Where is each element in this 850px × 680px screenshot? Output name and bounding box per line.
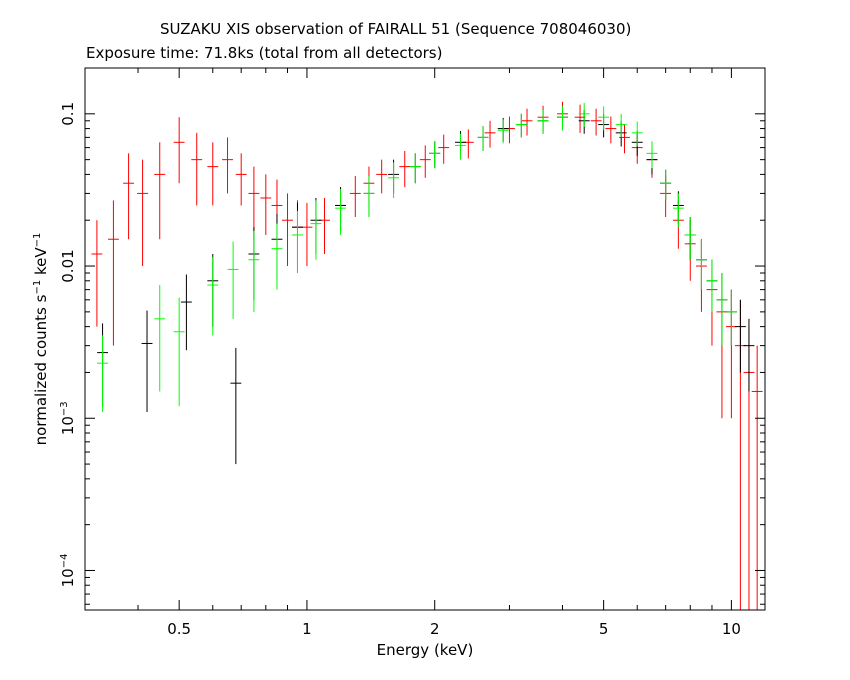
data-point — [455, 133, 466, 160]
series-2 — [97, 102, 737, 412]
data-point — [363, 176, 375, 217]
y-axis: 10−4 10−3 0.01 0.1 — [59, 67, 765, 605]
data-point — [154, 142, 166, 240]
data-point — [429, 141, 441, 169]
y-axis-label-exp1: −1 — [32, 280, 43, 295]
data-point — [97, 335, 109, 412]
data-point — [751, 345, 763, 610]
x-tick-label: 5 — [599, 620, 609, 638]
data-point — [660, 169, 672, 201]
y-tick-label: 10−3 — [59, 401, 77, 435]
data-point — [349, 176, 361, 217]
data-point — [477, 126, 489, 151]
data-point — [207, 256, 219, 336]
data-point — [235, 153, 247, 206]
data-point — [301, 202, 313, 267]
data-point — [419, 145, 431, 178]
data-point — [590, 108, 602, 136]
y-tick-label: 10−4 — [59, 554, 77, 588]
data-point — [646, 141, 658, 169]
data-point — [173, 117, 185, 184]
chart-title: SUZAKU XIS observation of FAIRALL 51 (Se… — [160, 20, 632, 38]
data-point — [282, 193, 293, 267]
y-tick-label: 0.1 — [59, 102, 77, 126]
data-point — [684, 216, 696, 260]
y-axis-label-main: normalized counts s — [32, 294, 50, 445]
data-point — [409, 153, 421, 184]
data-point — [598, 106, 610, 131]
data-point — [695, 239, 707, 290]
y-tick-label: 0.01 — [59, 249, 77, 282]
data-point — [141, 310, 153, 412]
data-point — [725, 289, 737, 346]
data-point — [107, 200, 119, 346]
y-axis-label-exp2: −1 — [32, 233, 43, 248]
data-point — [248, 230, 260, 312]
data-point — [615, 113, 627, 138]
data-point — [230, 347, 242, 465]
data-point — [462, 129, 474, 159]
data-point — [191, 132, 203, 206]
y-axis-label-mid: keV — [32, 247, 50, 280]
data-point — [319, 197, 330, 254]
data-point — [743, 318, 755, 392]
data-layer — [91, 101, 763, 610]
data-point — [557, 106, 568, 131]
x-tick-label: 1 — [302, 620, 312, 638]
data-point — [631, 121, 643, 147]
data-point — [207, 142, 219, 206]
data-point — [180, 274, 192, 351]
data-point — [123, 153, 135, 240]
data-point — [292, 210, 303, 274]
x-axis-label: Energy (keV) — [377, 641, 474, 659]
data-point — [521, 108, 533, 136]
y-axis-label: normalized counts s−1 keV−1 — [32, 233, 50, 446]
data-point — [91, 220, 103, 327]
data-point — [399, 150, 411, 188]
x-axis: 0.5 1 2 5 10 — [84, 68, 741, 638]
data-point — [137, 159, 149, 267]
x-tick-label: 10 — [722, 620, 741, 638]
data-point — [260, 174, 272, 235]
data-point — [515, 113, 527, 138]
data-point — [672, 193, 684, 228]
data-point — [574, 104, 586, 133]
data-point — [605, 116, 617, 144]
data-point — [154, 285, 166, 392]
data-point — [227, 241, 239, 319]
x-tick-label: 2 — [430, 620, 440, 638]
plot-frame — [84, 67, 766, 611]
data-point — [222, 137, 233, 194]
data-point — [438, 134, 450, 164]
data-point — [578, 102, 590, 127]
data-point — [484, 120, 496, 148]
data-point — [271, 223, 283, 290]
data-point — [310, 200, 322, 260]
data-point — [716, 273, 728, 346]
chart-subtitle: Exposure time: 71.8ks (total from all de… — [86, 44, 443, 62]
data-point — [734, 299, 746, 373]
data-point — [173, 297, 185, 407]
data-point — [537, 109, 549, 134]
data-point — [335, 189, 346, 235]
data-point — [706, 259, 718, 312]
x-tick-label: 0.5 — [167, 620, 191, 638]
series-0 — [91, 101, 763, 610]
data-point — [248, 166, 260, 240]
data-point — [376, 159, 388, 194]
data-point — [497, 119, 509, 144]
data-point — [388, 162, 400, 198]
